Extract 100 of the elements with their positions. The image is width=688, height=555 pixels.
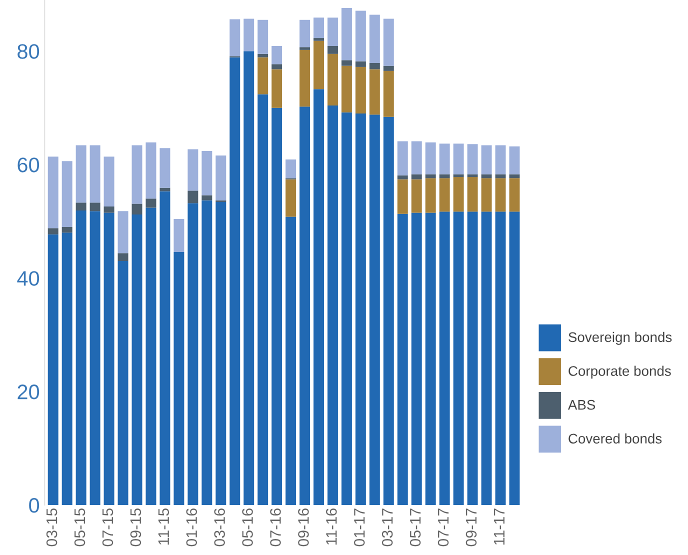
bar — [425, 174, 436, 178]
bar — [174, 219, 184, 252]
bar — [132, 145, 142, 204]
bar — [286, 179, 296, 217]
legend-label: ABS — [568, 400, 596, 410]
bar — [327, 18, 338, 46]
bar — [397, 141, 408, 176]
bar — [495, 212, 506, 506]
bar — [48, 156, 58, 228]
bar — [118, 261, 128, 506]
bar — [230, 19, 240, 56]
x-tick-label: 11-16 — [326, 508, 337, 545]
y-tick-label: 0 — [29, 498, 40, 513]
y-tick-label: 80 — [18, 44, 40, 59]
bar — [132, 204, 142, 215]
bar — [341, 60, 352, 66]
bar — [425, 178, 436, 213]
bar — [327, 106, 338, 506]
bar — [314, 89, 324, 506]
bar — [300, 47, 310, 50]
bar — [383, 116, 394, 506]
bar — [90, 202, 100, 212]
bar — [481, 145, 492, 174]
x-tick-label: 01-16 — [186, 508, 198, 546]
x-tick-label: 07-16 — [270, 508, 281, 546]
y-tick-label: 60 — [18, 158, 40, 172]
bar — [314, 40, 324, 90]
bar — [48, 234, 58, 506]
x-tick-label: 03-16 — [214, 508, 225, 546]
x-tick-label: 11-17 — [494, 508, 504, 545]
bar — [341, 8, 352, 60]
bar — [160, 148, 170, 188]
bar — [258, 94, 268, 506]
bar — [174, 252, 184, 506]
bar — [467, 144, 478, 174]
bar — [188, 190, 198, 204]
bar — [104, 156, 114, 207]
bar — [244, 18, 254, 52]
bar — [481, 174, 492, 178]
x-tick-label: 07-15 — [102, 508, 114, 546]
bar — [258, 57, 268, 94]
bar — [453, 177, 464, 212]
bar — [272, 108, 282, 506]
legend-label: Sovereign bonds — [568, 332, 672, 345]
bar — [104, 212, 114, 506]
bar — [383, 70, 394, 117]
bar — [188, 203, 198, 506]
bar — [118, 211, 128, 254]
bar — [62, 232, 72, 506]
bar — [62, 226, 72, 233]
bar — [425, 212, 436, 506]
bar — [216, 202, 226, 506]
bar — [467, 174, 478, 178]
bar — [300, 106, 310, 506]
bar — [341, 66, 352, 112]
bar — [453, 212, 464, 506]
y-tick-label: 20 — [18, 384, 40, 400]
bar — [453, 144, 464, 174]
bar — [62, 161, 72, 227]
bar — [439, 212, 450, 506]
bar — [286, 216, 296, 506]
bar — [202, 195, 212, 200]
bar — [411, 212, 422, 506]
x-tick-label: 09-17 — [466, 508, 477, 546]
bar — [188, 149, 198, 191]
bar — [467, 177, 478, 212]
x-tick-label: 07-17 — [438, 508, 449, 546]
bar — [481, 212, 492, 506]
bar — [425, 142, 436, 174]
bar — [397, 175, 408, 180]
x-tick-label: 11-15 — [158, 508, 170, 545]
bar — [146, 198, 156, 208]
bar — [439, 174, 450, 178]
bar — [467, 212, 478, 506]
bar — [439, 144, 450, 174]
bar — [160, 191, 170, 506]
x-tick-label: 05-15 — [74, 508, 86, 546]
x-tick-label: 01-17 — [354, 508, 365, 546]
bar — [272, 46, 282, 64]
bar — [216, 155, 226, 200]
bar — [341, 112, 352, 506]
y-tick-label: 40 — [17, 271, 40, 286]
x-tick-label: 09-15 — [130, 508, 142, 546]
bar — [314, 18, 324, 38]
bar — [397, 179, 408, 214]
x-tick-label: 03-15 — [46, 508, 58, 546]
bar — [369, 114, 380, 506]
bar — [230, 57, 240, 506]
bar — [369, 69, 380, 115]
bar — [202, 200, 212, 506]
x-tick-label: 05-17 — [410, 508, 421, 546]
bar — [104, 206, 114, 213]
bar — [272, 69, 282, 108]
bar — [383, 66, 394, 71]
bar — [272, 64, 282, 70]
bar — [118, 253, 128, 262]
bar — [48, 228, 58, 234]
bar — [327, 46, 338, 54]
x-tick-label: 05-16 — [242, 508, 253, 546]
bar — [481, 178, 492, 212]
